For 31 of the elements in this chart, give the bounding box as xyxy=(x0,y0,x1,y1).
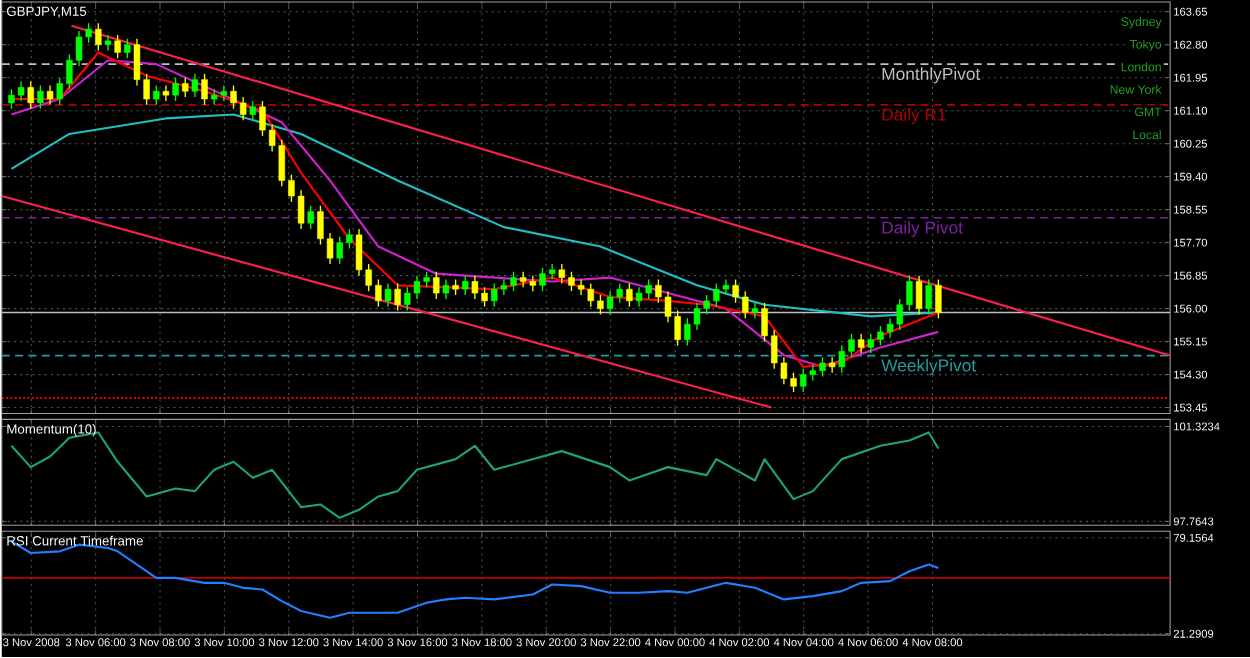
candlestick xyxy=(925,279,932,316)
ref-line-label: Daily Pivot xyxy=(882,221,963,238)
ref-line-label: Daily R1 xyxy=(882,108,946,125)
ref-line-label: WeeklyPivot xyxy=(881,359,976,376)
candlestick xyxy=(27,81,34,110)
candlestick xyxy=(384,283,392,308)
candlestick xyxy=(307,205,314,231)
candlestick xyxy=(626,283,633,308)
candlestick xyxy=(751,302,759,320)
candlestick xyxy=(46,85,54,106)
candlestick xyxy=(191,73,199,99)
candlestick xyxy=(37,85,44,110)
candlestick xyxy=(915,275,923,316)
ref-line-label: MonthlyPivot xyxy=(882,67,981,84)
candlestick xyxy=(249,100,257,122)
candlestick xyxy=(828,356,836,374)
candlestick xyxy=(104,34,112,52)
candlestick xyxy=(162,85,170,103)
candlestick xyxy=(433,271,440,301)
candlestick xyxy=(394,283,401,312)
candlestick xyxy=(114,34,121,60)
candlestick xyxy=(95,23,102,52)
candlestick xyxy=(462,275,469,297)
candlestick xyxy=(172,77,179,103)
candlestick xyxy=(201,73,208,106)
candlestick xyxy=(935,279,942,320)
candlestick xyxy=(182,77,189,99)
candlestick xyxy=(857,333,865,355)
candlestick xyxy=(442,279,450,301)
candlestick xyxy=(153,85,160,106)
candlestick xyxy=(124,38,131,60)
